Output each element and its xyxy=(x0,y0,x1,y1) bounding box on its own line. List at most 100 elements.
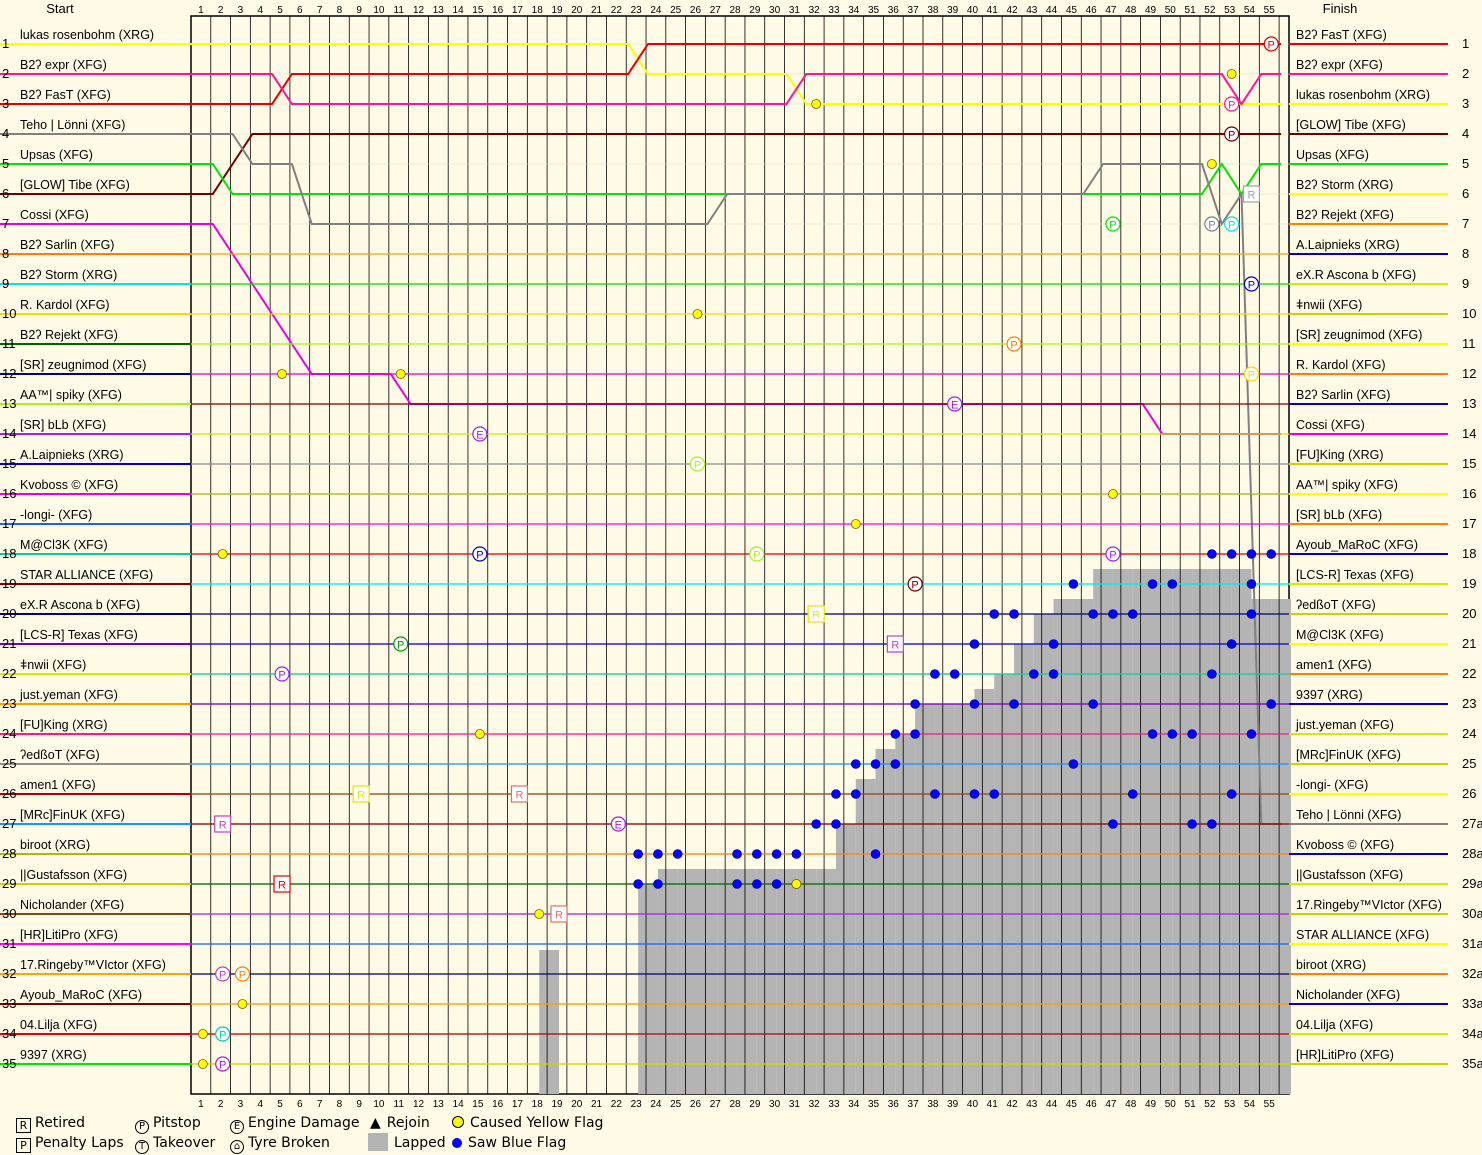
yellow-flag-marker xyxy=(395,369,406,379)
lap-label-bottom: 30 xyxy=(769,1099,781,1110)
start-driver-label: ||Gustafsson (XFG) xyxy=(20,868,127,882)
lapped-bar xyxy=(638,884,658,1094)
lap-label-top: 33 xyxy=(828,5,840,16)
lap-label-top: 20 xyxy=(571,5,583,16)
race-position-chart: Start Finish11223344556677889910101111121… xyxy=(0,1,1482,1110)
marker-letter: P xyxy=(1248,280,1255,292)
lapped-bar xyxy=(1014,644,1034,1094)
start-driver-label: 17.Ringeby™VIctor (XFG) xyxy=(20,958,166,972)
pitstop-marker xyxy=(1006,336,1022,352)
finish-driver-label: -longi- (XFG) xyxy=(1296,778,1368,792)
lap-label-bottom: 37 xyxy=(908,1099,920,1110)
finish-position-label: 25 xyxy=(1462,756,1476,771)
lap-label-bottom: 27 xyxy=(710,1099,722,1110)
start-position-label: 21 xyxy=(2,636,16,651)
start-driver-label: Upsas (XFG) xyxy=(20,148,93,162)
lap-label-bottom: 7 xyxy=(317,1099,323,1110)
pitstop-marker xyxy=(1224,216,1240,232)
lap-label-top: 25 xyxy=(670,5,682,16)
lapped-bar xyxy=(1152,569,1173,1094)
lap-label-bottom: 33 xyxy=(828,1099,840,1110)
blue-flag-marker xyxy=(831,789,841,799)
lapped-bar xyxy=(1271,599,1291,1094)
blue-flag-marker xyxy=(732,849,742,859)
lap-label-bottom: 40 xyxy=(967,1099,979,1110)
legend-lapped: Lapped xyxy=(368,1133,446,1151)
finish-position-label: 2 xyxy=(1462,66,1469,81)
finish-position-label: 12 xyxy=(1462,366,1476,381)
finish-driver-label: B2ʔ FasT (XFG) xyxy=(1296,28,1387,42)
legend-blue-label: Saw Blue Flag xyxy=(468,1135,567,1151)
lapped-bar xyxy=(875,749,896,1094)
lap-label-top: 17 xyxy=(512,5,524,16)
engine-damage-icon: E xyxy=(230,1120,244,1134)
blue-flag-marker xyxy=(890,729,901,739)
blue-flag-marker xyxy=(1108,609,1118,619)
legend-takeover-label: Takeover xyxy=(153,1135,216,1151)
pitstop-marker xyxy=(274,666,290,682)
lap-label-bottom: 39 xyxy=(947,1099,959,1110)
blue-flag-marker xyxy=(930,669,940,679)
finish-position-label: 32a xyxy=(1462,966,1482,981)
blue-flag-marker xyxy=(1068,759,1079,769)
blue-flag-marker xyxy=(969,699,980,709)
pitstop-marker xyxy=(472,426,488,442)
marker-letter: E xyxy=(476,430,483,442)
finish-driver-label: Cossi (XFG) xyxy=(1296,418,1365,432)
finish-position-label: 24 xyxy=(1462,726,1476,741)
yellow-flag-marker xyxy=(197,1059,208,1069)
start-position-label: 29 xyxy=(2,876,16,891)
lap-label-bottom: 47 xyxy=(1105,1099,1117,1110)
blue-flag-marker xyxy=(1246,579,1257,589)
finish-driver-label: eX.R Ascona b (XFG) xyxy=(1296,268,1416,282)
lap-label-bottom: 20 xyxy=(571,1099,583,1110)
yellow-flag-marker xyxy=(1108,489,1118,499)
lap-label-bottom: 19 xyxy=(551,1099,563,1110)
lapped-bar xyxy=(737,869,757,1094)
pitstop-marker xyxy=(1224,126,1240,142)
start-driver-label: amen1 (XFG) xyxy=(20,778,96,792)
blue-flag-marker xyxy=(870,759,881,769)
lap-label-top: 18 xyxy=(532,5,544,16)
lap-label-top: 9 xyxy=(356,5,362,16)
finish-driver-label: Teho | Lönni (XFG) xyxy=(1296,808,1401,822)
blue-flag-marker xyxy=(771,849,782,859)
finish-driver-label: M@Cl3K (XFG) xyxy=(1296,628,1384,642)
lap-label-bottom: 16 xyxy=(492,1099,504,1110)
finish-position-label: 29a xyxy=(1462,876,1482,891)
start-driver-label: Teho | Lönni (XFG) xyxy=(20,118,125,132)
lap-label-top: 29 xyxy=(749,5,761,16)
blue-flag-marker xyxy=(752,879,762,889)
start-driver-label: [LCS-R] Texas (XFG) xyxy=(20,628,138,642)
lap-label-bottom: 15 xyxy=(472,1099,484,1110)
finish-driver-label: B2ʔ Rejekt (XFG) xyxy=(1296,208,1394,222)
marker-letter: R xyxy=(555,910,563,922)
lap-label-top: 30 xyxy=(769,5,781,16)
marker-letter: P xyxy=(1228,100,1235,112)
start-driver-label: M@Cl3K (XFG) xyxy=(20,538,108,552)
start-position-label: 2 xyxy=(2,66,9,81)
finish-position-label: 17 xyxy=(1462,516,1476,531)
marker-letter: R xyxy=(812,610,820,622)
lap-label-bottom: 48 xyxy=(1125,1099,1137,1110)
blue-flag-marker xyxy=(1187,819,1197,829)
lap-label-top: 2 xyxy=(218,5,224,16)
marker-letter: P xyxy=(1228,130,1235,142)
retired-marker xyxy=(1242,185,1261,203)
start-driver-label: [GLOW] Tibe (XFG) xyxy=(20,178,130,192)
finish-driver-label: B2ʔ Sarlin (XFG) xyxy=(1296,388,1390,402)
lap-label-bottom: 46 xyxy=(1086,1099,1098,1110)
lap-label-top: 28 xyxy=(729,5,741,16)
finish-position-label: 30a xyxy=(1462,906,1482,921)
penalty-icon: P xyxy=(16,1138,31,1153)
finish-driver-label: [GLOW] Tibe (XFG) xyxy=(1296,118,1406,132)
marker-letter: P xyxy=(1268,40,1275,52)
lap-label-top: 40 xyxy=(967,5,979,16)
legend-pitstop: P Pitstop xyxy=(135,1115,201,1134)
lap-label-bottom: 38 xyxy=(927,1099,939,1110)
marker-letter: R xyxy=(357,790,365,802)
start-position-label: 10 xyxy=(2,306,16,321)
series-line xyxy=(191,43,1282,105)
lap-label-top: 54 xyxy=(1244,5,1256,16)
start-driver-label: B2ʔ Storm (XRG) xyxy=(20,268,117,282)
